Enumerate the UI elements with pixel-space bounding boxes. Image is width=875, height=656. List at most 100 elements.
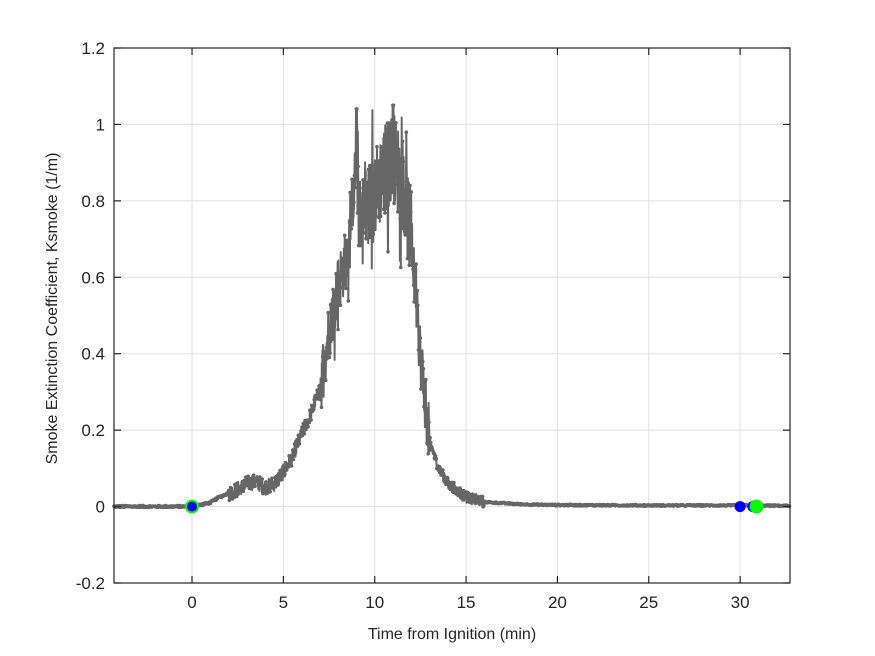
data-point bbox=[399, 265, 403, 270]
data-point bbox=[234, 494, 239, 499]
data-point bbox=[356, 164, 360, 169]
data-point bbox=[368, 163, 373, 168]
data-point bbox=[333, 301, 337, 305]
x-tick-label: 0 bbox=[187, 593, 196, 612]
data-point bbox=[468, 500, 473, 504]
data-point bbox=[338, 291, 342, 296]
data-point bbox=[331, 287, 335, 292]
data-point bbox=[414, 262, 418, 266]
y-axis-label: Smoke Extinction Coefficient, Ksmoke (1/… bbox=[44, 153, 61, 465]
data-point bbox=[401, 159, 406, 164]
data-point bbox=[416, 303, 420, 308]
data-point bbox=[339, 256, 344, 261]
data-point bbox=[365, 196, 370, 201]
data-point bbox=[336, 327, 340, 332]
data-point bbox=[324, 345, 329, 350]
data-point bbox=[247, 480, 251, 484]
data-point bbox=[355, 107, 359, 111]
x-axis-label: Time from Ignition (min) bbox=[368, 626, 536, 643]
data-point bbox=[251, 473, 256, 478]
data-point bbox=[408, 183, 412, 188]
data-point bbox=[363, 224, 368, 229]
data-point bbox=[334, 271, 338, 276]
data-point bbox=[372, 184, 376, 189]
data-point bbox=[258, 475, 262, 479]
plot-background bbox=[114, 48, 790, 583]
data-point bbox=[352, 200, 356, 205]
data-point bbox=[464, 495, 469, 500]
data-point bbox=[370, 201, 375, 205]
data-point bbox=[270, 476, 274, 481]
data-point bbox=[360, 206, 365, 211]
data-point bbox=[347, 241, 351, 246]
data-point bbox=[400, 139, 405, 143]
data-point bbox=[383, 204, 388, 208]
data-point bbox=[441, 468, 445, 472]
data-point bbox=[260, 477, 265, 481]
data-point bbox=[355, 211, 360, 215]
data-point bbox=[310, 404, 315, 408]
data-point bbox=[226, 488, 231, 493]
data-point bbox=[323, 378, 328, 383]
data-point bbox=[384, 127, 389, 132]
data-point bbox=[413, 296, 417, 300]
data-point bbox=[342, 233, 347, 238]
data-point bbox=[327, 328, 331, 332]
data-point bbox=[367, 174, 371, 178]
data-point bbox=[226, 492, 230, 497]
x-tick-label: 30 bbox=[731, 593, 750, 612]
data-point bbox=[342, 274, 346, 278]
data-point bbox=[335, 311, 340, 315]
data-point bbox=[351, 207, 356, 211]
data-point bbox=[364, 236, 368, 241]
data-point bbox=[372, 170, 377, 175]
data-point bbox=[411, 283, 416, 288]
data-point bbox=[332, 298, 337, 303]
data-point bbox=[378, 181, 382, 185]
data-point bbox=[297, 435, 301, 440]
data-point bbox=[393, 182, 398, 187]
event-markers bbox=[185, 499, 764, 514]
data-point bbox=[405, 256, 410, 261]
data-point bbox=[408, 210, 413, 214]
data-point bbox=[419, 387, 423, 391]
data-point bbox=[340, 260, 345, 264]
data-point bbox=[369, 228, 373, 233]
data-point bbox=[446, 476, 450, 481]
data-point bbox=[422, 404, 426, 409]
data-point bbox=[322, 371, 327, 375]
y-tick-label: 0.6 bbox=[81, 268, 105, 287]
data-point bbox=[389, 177, 394, 181]
data-point bbox=[380, 191, 384, 195]
ignition-start-blue-marker bbox=[187, 501, 198, 512]
data-point bbox=[360, 239, 364, 243]
data-point bbox=[268, 490, 273, 494]
data-point bbox=[397, 166, 401, 170]
data-point bbox=[395, 142, 399, 146]
data-point bbox=[326, 310, 331, 315]
y-tick-label: 0 bbox=[96, 498, 105, 517]
data-point bbox=[406, 181, 410, 185]
data-point bbox=[344, 260, 349, 264]
data-point bbox=[426, 451, 431, 456]
x-tick-label: 25 bbox=[639, 593, 658, 612]
data-point bbox=[349, 213, 353, 218]
data-point bbox=[286, 465, 291, 469]
data-point bbox=[425, 408, 430, 413]
data-point bbox=[421, 367, 426, 371]
data-point bbox=[392, 201, 396, 206]
data-point bbox=[480, 494, 485, 499]
data-point bbox=[407, 263, 412, 268]
data-point bbox=[350, 177, 354, 182]
data-point bbox=[461, 498, 465, 502]
data-point bbox=[374, 176, 379, 180]
x-tick-label: 15 bbox=[457, 593, 476, 612]
data-point bbox=[428, 435, 432, 440]
data-point bbox=[241, 489, 246, 494]
data-point bbox=[386, 194, 391, 199]
y-tick-label: 1.2 bbox=[81, 39, 105, 58]
data-point bbox=[375, 161, 380, 166]
data-point bbox=[392, 164, 397, 169]
x-axis-ticks: 0 5 10 15 20 25 30 bbox=[187, 48, 750, 612]
data-point bbox=[420, 373, 425, 377]
